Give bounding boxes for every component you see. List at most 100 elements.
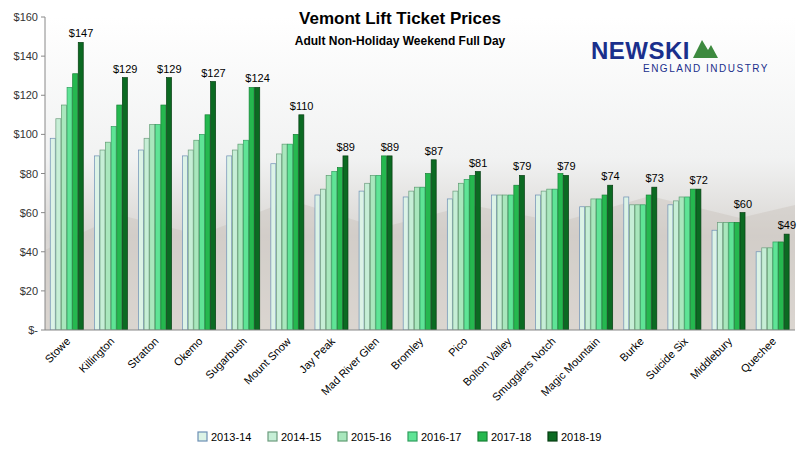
y-tick-label: $-	[28, 324, 38, 336]
bar	[734, 222, 739, 330]
bar	[232, 150, 237, 330]
y-tick-label: $60	[20, 207, 38, 219]
bar	[150, 125, 155, 330]
bar	[784, 234, 789, 330]
bar	[729, 222, 734, 330]
bar	[61, 105, 66, 330]
bar	[690, 189, 695, 330]
legend-label: 2017-18	[491, 431, 531, 443]
bar	[696, 189, 701, 330]
bar	[508, 195, 513, 330]
bar	[117, 105, 122, 330]
bar	[155, 125, 160, 330]
bar	[497, 195, 502, 330]
bar	[602, 195, 607, 330]
bar	[403, 197, 408, 330]
x-tick-label: Burke	[617, 335, 646, 364]
bar	[641, 205, 646, 330]
bar	[315, 195, 320, 330]
bar	[591, 199, 596, 330]
y-tick-label: $160	[14, 11, 38, 23]
bar	[376, 175, 381, 330]
bar	[111, 127, 116, 330]
legend-label: 2014-15	[281, 431, 321, 443]
bar	[161, 105, 166, 330]
bar	[106, 142, 111, 330]
y-tick	[41, 173, 45, 174]
legend-swatch	[408, 432, 417, 441]
bar	[370, 175, 375, 330]
x-tick-label: Stratton	[125, 335, 161, 371]
data-label: $79	[513, 160, 531, 172]
bar	[470, 175, 475, 330]
bar	[762, 248, 767, 330]
data-label: $127	[201, 67, 225, 79]
legend-swatch	[268, 432, 277, 441]
bar	[464, 179, 469, 330]
data-label: $129	[113, 63, 137, 75]
bar	[343, 156, 348, 330]
background	[0, 0, 800, 457]
bar	[431, 160, 436, 330]
bar	[144, 138, 149, 330]
bar	[183, 156, 188, 330]
bar	[459, 183, 464, 330]
legend-label: 2018-19	[561, 431, 601, 443]
legend-label: 2016-17	[421, 431, 461, 443]
y-tick-label: $140	[14, 50, 38, 62]
bar	[426, 174, 431, 331]
y-tick-label: $120	[14, 89, 38, 101]
bar	[756, 252, 761, 330]
y-tick	[41, 251, 45, 252]
bar	[409, 191, 414, 330]
bar	[740, 213, 745, 330]
x-tick-label: Stowe	[42, 335, 72, 365]
bar	[271, 164, 276, 330]
y-tick-label: $80	[20, 168, 38, 180]
bar	[773, 242, 778, 330]
bar	[211, 82, 216, 330]
bar	[558, 174, 563, 331]
bar	[585, 207, 590, 330]
y-tick	[41, 56, 45, 57]
bar	[685, 197, 690, 330]
bar	[387, 156, 392, 330]
bar	[420, 187, 425, 330]
subtitle: Adult Non-Holiday Weekend Full Day	[295, 34, 506, 48]
data-label: $147	[69, 27, 93, 39]
bar	[723, 222, 728, 330]
chart: Vemont Lift Ticket Prices Adult Non-Holid…	[0, 0, 800, 457]
bar	[536, 195, 541, 330]
y-tick	[41, 17, 45, 18]
bar	[646, 195, 651, 330]
x-tick-label: Killington	[77, 335, 117, 375]
logo-icon	[693, 40, 718, 58]
bar	[547, 189, 552, 330]
bar	[337, 168, 342, 330]
bar	[564, 175, 569, 330]
x-tick-label: Pico	[446, 335, 470, 359]
legend-swatch	[548, 432, 557, 441]
bar	[255, 87, 260, 330]
bar	[227, 156, 232, 330]
bar	[282, 144, 287, 330]
legend-label: 2013-14	[211, 431, 251, 443]
bar	[679, 197, 684, 330]
data-label: $79	[557, 160, 575, 172]
data-label: $110	[290, 100, 314, 112]
bar	[50, 138, 55, 330]
bar	[78, 42, 83, 330]
bar	[414, 187, 419, 330]
bar	[332, 172, 337, 330]
data-label: $72	[690, 174, 708, 186]
bar	[552, 189, 557, 330]
bar	[205, 115, 210, 330]
title: Vemont Lift Ticket Prices	[299, 9, 501, 28]
bar	[629, 205, 634, 330]
data-label: $73	[645, 172, 663, 184]
x-tick-label: Suicide Six	[643, 335, 690, 382]
bar	[67, 87, 72, 330]
x-tick-label: Okemo	[171, 335, 205, 369]
legend-swatch	[338, 432, 347, 441]
bar	[359, 191, 364, 330]
